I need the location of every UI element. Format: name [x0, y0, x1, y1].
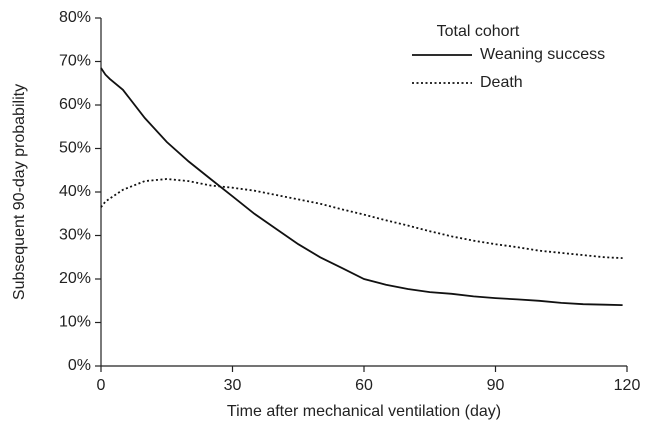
y-axis-label: Subsequent 90-day probability: [11, 84, 28, 300]
y-tick-label: 30%: [59, 227, 91, 244]
legend-label: Weaning success: [480, 46, 605, 63]
legend-title: Total cohort: [437, 23, 520, 40]
y-tick-label: 40%: [59, 183, 91, 200]
x-tick-label: 90: [487, 377, 505, 394]
x-tick-label: 60: [355, 377, 373, 394]
y-tick-label: 0%: [68, 357, 91, 374]
y-tick-label: 50%: [59, 140, 91, 157]
series-line: [100, 67, 623, 306]
series-line: [100, 178, 623, 259]
y-tick-label: 10%: [59, 314, 91, 331]
y-tick-label: 80%: [59, 9, 91, 26]
y-tick-label: 70%: [59, 53, 91, 70]
x-tick-label: 30: [224, 377, 242, 394]
x-tick-label: 120: [614, 377, 641, 394]
x-tick-label: 0: [97, 377, 106, 394]
y-tick-label: 20%: [59, 270, 91, 287]
y-tick-label: 60%: [59, 96, 91, 113]
legend-label: Death: [480, 74, 523, 91]
x-axis-label: Time after mechanical ventilation (day): [227, 403, 501, 420]
